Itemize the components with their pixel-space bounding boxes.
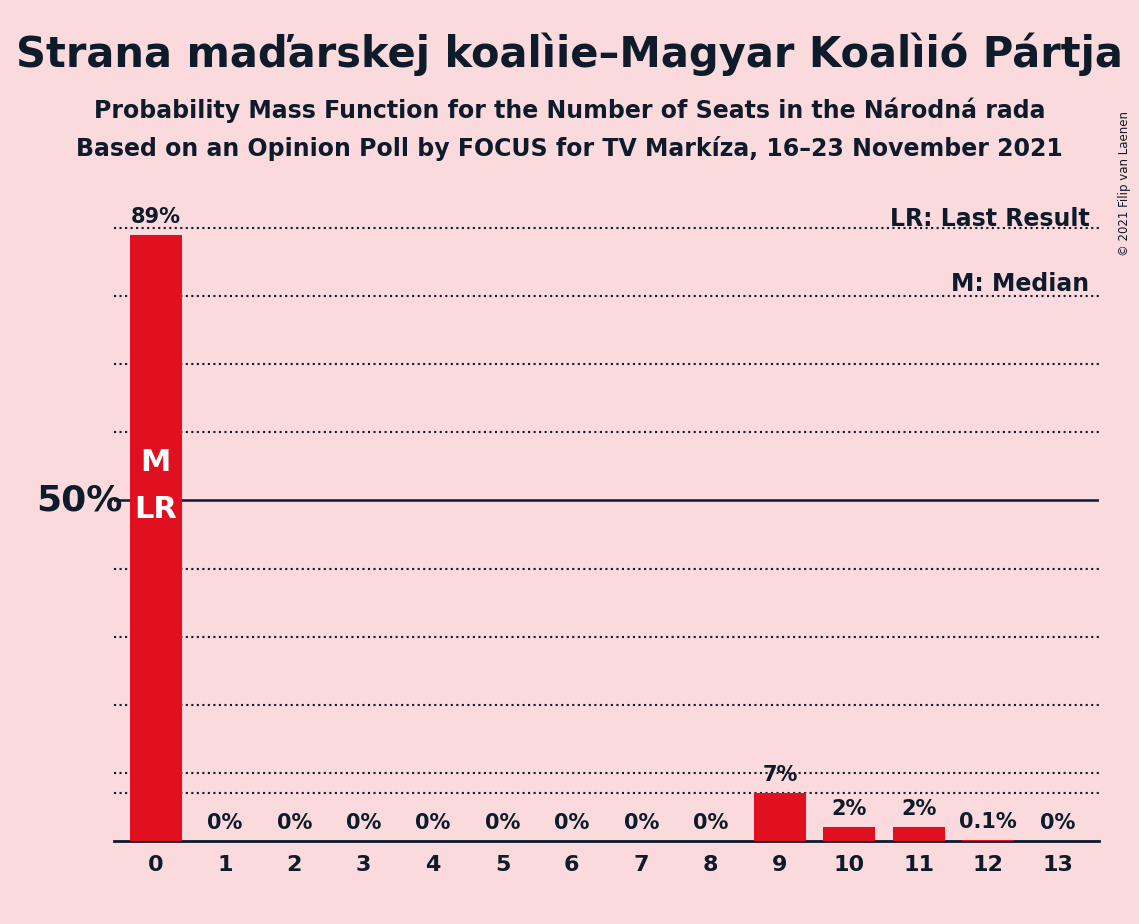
Text: 0%: 0% <box>623 813 658 833</box>
Text: 2%: 2% <box>831 799 867 820</box>
Text: Strana maďarskej koalìie–Magyar Koalìió Pártja: Strana maďarskej koalìie–Magyar Koalìió … <box>16 32 1123 76</box>
Text: 0%: 0% <box>485 813 521 833</box>
Text: 89%: 89% <box>131 207 180 227</box>
Bar <box>130 235 181 841</box>
Text: 0%: 0% <box>693 813 728 833</box>
Text: © 2021 Filip van Laenen: © 2021 Filip van Laenen <box>1118 111 1131 256</box>
Text: 50%: 50% <box>36 483 122 517</box>
Text: 0%: 0% <box>1040 813 1075 833</box>
Text: Probability Mass Function for the Number of Seats in the Národná rada: Probability Mass Function for the Number… <box>93 97 1046 123</box>
Text: Based on an Opinion Poll by FOCUS for TV Markíza, 16–23 November 2021: Based on an Opinion Poll by FOCUS for TV… <box>76 136 1063 161</box>
Text: 0%: 0% <box>207 813 243 833</box>
Text: 2%: 2% <box>901 799 936 820</box>
Text: 0%: 0% <box>416 813 451 833</box>
Text: 0%: 0% <box>346 813 382 833</box>
Bar <box>754 793 806 841</box>
Bar <box>823 827 876 841</box>
Text: 0%: 0% <box>277 813 312 833</box>
Text: LR: LR <box>134 495 177 524</box>
Text: 0.1%: 0.1% <box>959 812 1017 833</box>
Text: LR: Last Result: LR: Last Result <box>890 207 1089 231</box>
Bar <box>893 827 944 841</box>
Text: M: M <box>140 447 171 477</box>
Text: M: Median: M: Median <box>951 272 1089 296</box>
Text: 0%: 0% <box>555 813 590 833</box>
Text: 7%: 7% <box>762 765 797 785</box>
